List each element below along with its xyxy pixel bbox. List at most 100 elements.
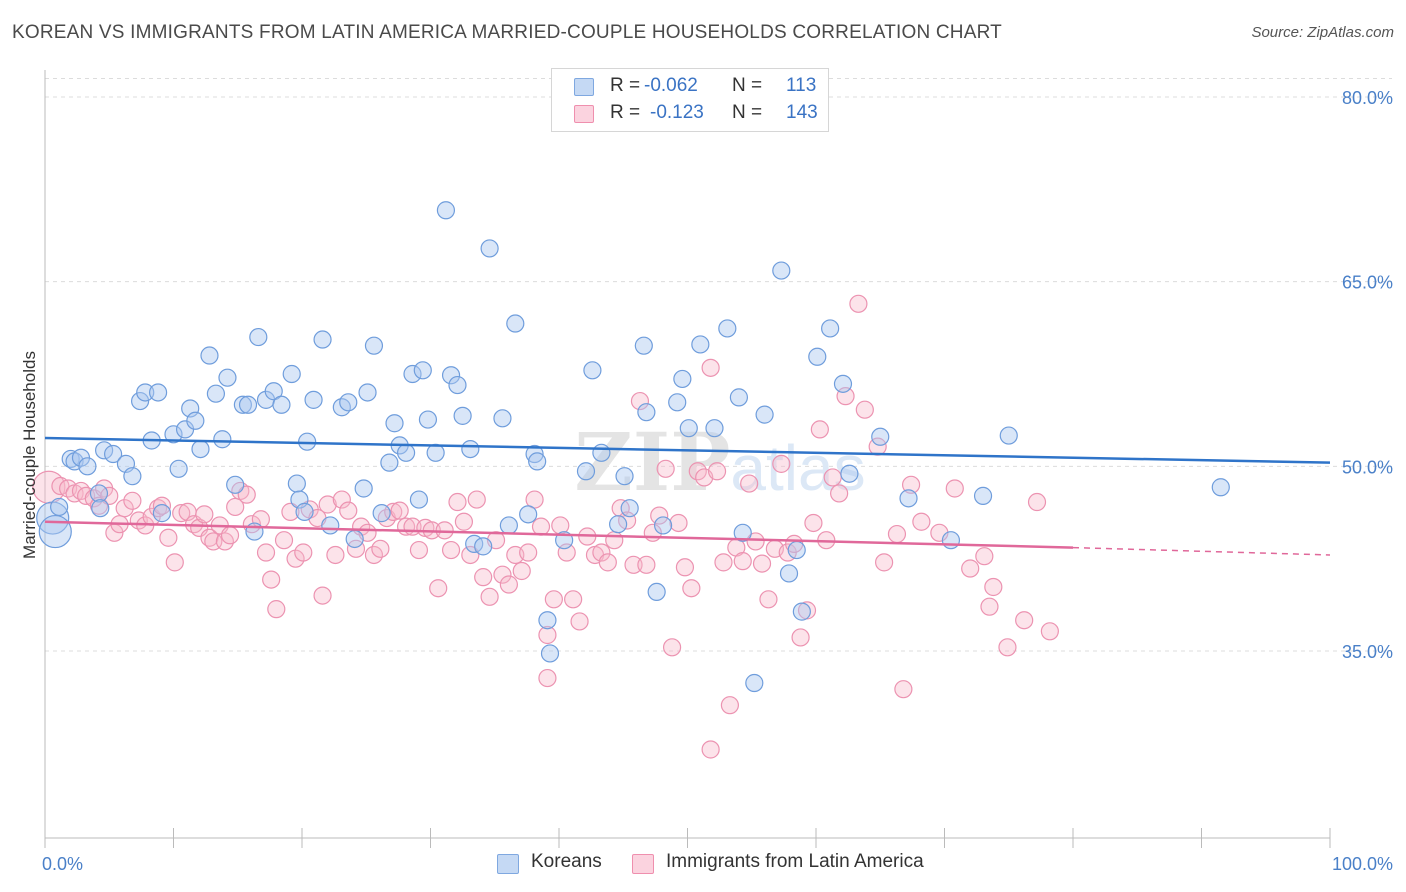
trend-lines xyxy=(44,436,1331,556)
korean-point-68 xyxy=(499,516,518,535)
latin-america-point-37 xyxy=(262,570,281,589)
korean-point-71 xyxy=(525,444,544,464)
latin-america-point-65 xyxy=(441,540,461,560)
latin-america-point-121 xyxy=(804,513,823,533)
latin-america-point-111 xyxy=(740,474,759,493)
latin-america-point-13 xyxy=(123,491,142,510)
latin-america-point-137 xyxy=(961,559,980,578)
latin-america-point-88 xyxy=(592,543,611,562)
x-tick-label-end: 100.0% xyxy=(1332,854,1393,874)
latin-america-point-54 xyxy=(371,539,390,558)
y-tick-label-3: 80.0% xyxy=(1342,88,1393,108)
korean-point-108 xyxy=(999,426,1018,445)
bottom-legend-label-koreans: Koreans xyxy=(531,851,602,872)
korean-point-25 xyxy=(213,430,232,449)
latin-america-point-39 xyxy=(274,531,294,550)
korean-point-22 xyxy=(191,439,210,459)
latin-america-point-102 xyxy=(682,579,701,598)
korean-point-26 xyxy=(218,368,237,387)
bottom-legend-swatch-latin-america xyxy=(632,854,654,874)
latin-america-point-34 xyxy=(242,515,261,534)
latin-america-point-48 xyxy=(332,490,351,509)
korean-point-83 xyxy=(637,403,656,422)
latin-america-point-0 xyxy=(32,470,66,504)
latin-america-point-110 xyxy=(733,552,752,571)
latin-america-point-140 xyxy=(984,577,1003,597)
latin-america-point-146 xyxy=(538,668,557,688)
latin-america-point-84 xyxy=(564,590,583,609)
korean-point-89 xyxy=(691,335,710,354)
korean-point-76 xyxy=(576,462,596,481)
legend-n-label: N = xyxy=(732,75,763,96)
latin-america-point-74 xyxy=(499,575,518,594)
latin-america-point-143 xyxy=(1027,492,1047,512)
latin-america-point-122 xyxy=(810,420,829,439)
korean-point-67 xyxy=(493,409,512,428)
latin-america-point-81 xyxy=(544,590,563,609)
latin-america-point-77 xyxy=(519,543,538,562)
latin-america-point-94 xyxy=(630,391,650,411)
korean-point-66 xyxy=(480,239,499,258)
korean-point-5 xyxy=(78,457,97,476)
korean-point-50 xyxy=(380,453,399,472)
latin-america-point-100 xyxy=(669,513,688,533)
korean-point-110 xyxy=(38,514,72,549)
latin-america-point-68 xyxy=(461,545,480,565)
latin-america-point-85 xyxy=(570,612,589,631)
latin-america-point-64 xyxy=(435,521,454,540)
x-tick-label-start: 0.0% xyxy=(42,854,83,874)
korean-point-84 xyxy=(647,582,666,602)
korean-point-73 xyxy=(538,611,557,630)
korean-point-11 xyxy=(123,467,142,486)
latin-america-point-56 xyxy=(384,502,403,521)
korean-point-46 xyxy=(354,479,373,498)
latin-america-point-136 xyxy=(945,479,964,498)
korean-point-90 xyxy=(705,419,724,438)
korean-point-1 xyxy=(50,497,69,517)
latin-america-point-19 xyxy=(159,528,178,547)
latin-america-point-38 xyxy=(267,600,286,619)
latin-america-point-60 xyxy=(409,540,429,560)
legend-n-label: N = xyxy=(732,102,763,123)
korean-point-54 xyxy=(403,364,422,384)
latin-america-point-145 xyxy=(701,740,720,759)
korean-point-93 xyxy=(733,523,752,542)
korean-point-41 xyxy=(313,330,332,349)
latin-america-point-128 xyxy=(855,400,874,419)
latin-america-point-119 xyxy=(791,628,810,647)
latin-america-point-25 xyxy=(195,505,214,524)
korean-point-82 xyxy=(634,336,653,355)
latin-america-point-134 xyxy=(912,512,931,531)
latin-america-point-124 xyxy=(823,468,842,487)
korean-point-98 xyxy=(787,540,806,560)
korean-point-9 xyxy=(104,444,123,464)
trend-line-dashed-1 xyxy=(1072,546,1331,556)
korean-point-48 xyxy=(364,336,384,355)
latin-america-point-66 xyxy=(448,492,467,512)
korean-point-15 xyxy=(148,383,168,402)
latin-america-point-98 xyxy=(656,459,675,478)
latin-america-point-113 xyxy=(752,554,772,573)
y-tick-label-1: 50.0% xyxy=(1342,457,1393,477)
legend-swatch-latin-america xyxy=(574,105,594,123)
korean-point-62 xyxy=(453,406,472,425)
latin-america-point-108 xyxy=(720,696,740,715)
legend-swatch-koreans xyxy=(574,78,594,96)
latin-america-point-50 xyxy=(346,539,366,558)
korean-point-79 xyxy=(609,515,628,534)
latin-america-point-131 xyxy=(887,524,907,544)
latin-america-point-63 xyxy=(429,579,448,598)
latin-america-point-93 xyxy=(624,555,643,574)
latin-america-point-42 xyxy=(294,543,313,562)
korean-point-23 xyxy=(200,346,219,365)
korean-point-42 xyxy=(321,516,340,535)
korean-point-16 xyxy=(152,504,172,523)
korean-point-29 xyxy=(238,395,258,414)
korean-point-6 xyxy=(89,484,109,503)
korean-point-74 xyxy=(540,644,560,663)
korean-point-40 xyxy=(304,390,323,409)
korean-point-35 xyxy=(282,364,301,384)
korean-point-94 xyxy=(745,673,764,693)
latin-america-point-69 xyxy=(467,490,486,509)
latin-america-point-20 xyxy=(165,553,184,572)
